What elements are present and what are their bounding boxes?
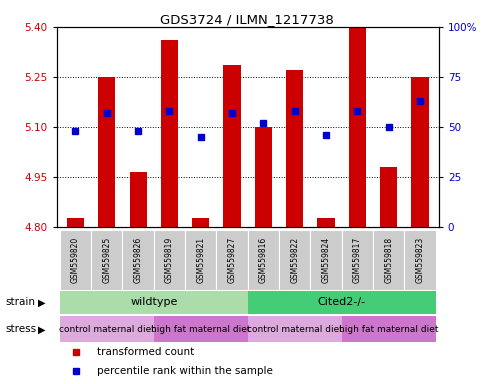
Bar [223,65,241,227]
Text: percentile rank within the sample: percentile rank within the sample [97,366,273,376]
Text: GSM559824: GSM559824 [321,237,330,283]
Bar [67,218,84,227]
Bar [342,316,436,342]
Text: Cited2-/-: Cited2-/- [317,297,366,308]
Bar [255,127,272,227]
Text: GSM559826: GSM559826 [134,237,142,283]
Bar [161,40,178,227]
Bar [91,230,122,290]
Bar [154,316,248,342]
Bar [60,291,248,314]
Text: GSM559817: GSM559817 [353,237,362,283]
Text: GSM559823: GSM559823 [416,237,424,283]
Bar [279,230,311,290]
Text: GDS3724 / ILMN_1217738: GDS3724 / ILMN_1217738 [160,13,333,26]
Bar [317,218,335,227]
Text: GSM559827: GSM559827 [228,237,237,283]
Text: GSM559816: GSM559816 [259,237,268,283]
Text: ▶: ▶ [38,297,46,308]
Bar [154,230,185,290]
Bar [248,291,436,314]
Text: GSM559825: GSM559825 [103,237,111,283]
Bar [60,230,91,290]
Text: high fat maternal diet: high fat maternal diet [151,325,250,334]
Bar [98,77,115,227]
Bar [286,70,303,227]
Text: control maternal diet: control maternal diet [247,325,343,334]
Bar [373,230,404,290]
Bar [122,230,154,290]
Bar [130,172,147,227]
Bar [342,230,373,290]
Text: GSM559820: GSM559820 [71,237,80,283]
Bar [349,27,366,227]
Text: stress: stress [5,324,36,334]
Bar [248,230,279,290]
Text: high fat maternal diet: high fat maternal diet [339,325,438,334]
Bar [404,230,436,290]
Bar [192,218,210,227]
Text: GSM559818: GSM559818 [384,237,393,283]
Text: transformed count: transformed count [97,347,194,357]
Bar [185,230,216,290]
Text: ▶: ▶ [38,324,46,334]
Text: GSM559821: GSM559821 [196,237,205,283]
Bar [311,230,342,290]
Bar [380,167,397,227]
Bar [248,316,342,342]
Bar [411,77,428,227]
Bar [216,230,248,290]
Bar [60,316,154,342]
Text: wildtype: wildtype [130,297,177,308]
Text: GSM559822: GSM559822 [290,237,299,283]
Text: GSM559819: GSM559819 [165,237,174,283]
Text: strain: strain [5,297,35,308]
Text: control maternal diet: control maternal diet [59,325,155,334]
